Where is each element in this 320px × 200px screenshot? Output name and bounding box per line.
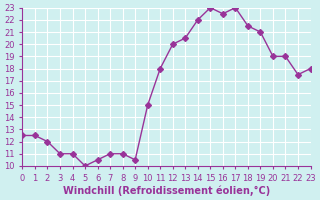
X-axis label: Windchill (Refroidissement éolien,°C): Windchill (Refroidissement éolien,°C) [63,185,270,196]
